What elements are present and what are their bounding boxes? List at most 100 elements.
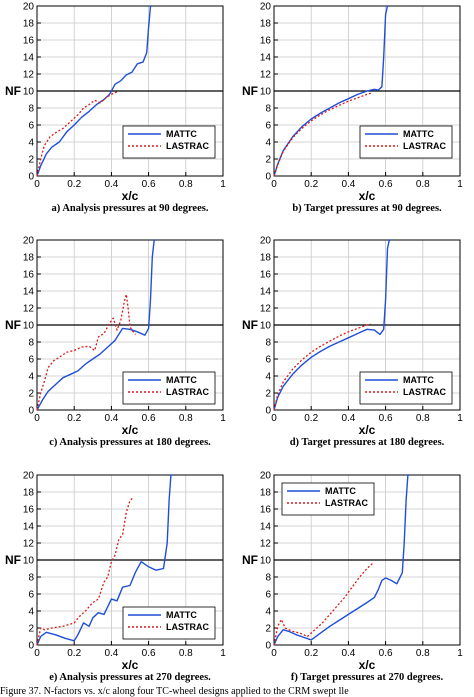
x-tick-label: 1 [220,413,226,424]
y-tick-label: 6 [265,355,271,366]
series-line-lastrac [273,323,371,411]
legend-box [281,482,375,516]
x-tick-label: 1 [220,648,226,659]
y-axis-label: NF [5,318,21,332]
series-line-mattc [273,5,390,177]
y-axis-label: NF [242,84,258,98]
y-tick-label: 12 [23,539,35,550]
x-tick-label: 0.6 [379,179,393,190]
y-tick-label: 16 [23,505,35,516]
legend-label-lastrac: LASTRAC [166,141,209,151]
legend-label-lastrac: LASTRAC [325,498,368,508]
chart-panel-b: 0 0.2 0.4 0.6 0.8 102468101214161820x/cNFMATT… [242,2,463,215]
x-tick-label: 0.8 [179,648,193,659]
y-tick-label: 6 [265,590,271,601]
y-tick-label: 0 [28,641,34,652]
legend-box [122,125,216,159]
legend-box [122,371,216,405]
x-tick-label: 0.6 [142,179,156,190]
y-tick-label: 2 [265,624,271,635]
legend-label-mattc: MATTC [403,375,434,385]
legend-label-mattc: MATTC [166,129,197,139]
y-tick-label: 14 [260,287,272,298]
chart-panel-e: 0 0.2 0.4 0.6 0.8 102468101214161820x/cNFMATT… [5,471,226,684]
series-line-lastrac [273,562,374,646]
series-line-mattc [273,239,392,411]
x-tick-label: 0.6 [379,648,393,659]
x-axis-label: x/c [359,658,376,672]
legend: MATTC LASTRAC [281,482,375,516]
x-tick-label: 0 [34,179,40,190]
x-axis-label: x/c [359,189,376,203]
series-line-lastrac [36,91,118,177]
series-line-lastrac [273,92,373,177]
y-tick-label: 20 [260,471,272,482]
y-tick-label: 12 [23,304,35,315]
y-tick-label: 18 [260,19,272,30]
y-tick-label: 8 [265,104,271,115]
y-tick-label: 0 [28,406,34,417]
y-tick-label: 12 [260,539,272,550]
y-tick-label: 18 [23,253,35,264]
x-tick-label: 0.6 [142,648,156,659]
x-tick-label: 0 [34,648,40,659]
series-line-mattc [36,474,173,646]
series-line-mattc [273,474,410,646]
y-axis-label: NF [242,318,258,332]
panel-caption: c) Analysis pressures at 180 degrees. [49,437,211,448]
y-tick-label: 8 [28,104,34,115]
legend-label-lastrac: LASTRAC [403,141,446,151]
legend-box [359,371,453,405]
legend-label-lastrac: LASTRAC [166,622,209,632]
panel-caption: f) Target pressures at 270 degrees. [291,672,444,683]
x-tick-label: 0.2 [67,179,81,190]
y-tick-label: 18 [260,253,272,264]
y-tick-label: 2 [265,155,271,166]
chart-panel-f: 0 0.2 0.4 0.6 0.8 102468101214161820x/cNFMATT… [242,471,463,684]
x-tick-label: 0 [271,179,277,190]
y-tick-label: 10 [260,556,272,567]
chart-panels: 0 0.2 0.4 0.6 0.8 102468101214161820x/cNFMATT… [5,2,463,684]
y-tick-label: 0 [265,172,271,183]
y-tick-label: 18 [260,488,272,499]
y-tick-label: 2 [28,624,34,635]
x-tick-label: 0 [271,413,277,424]
panel-caption: d) Target pressures at 180 degrees. [290,437,445,448]
y-tick-label: 16 [260,505,272,516]
y-tick-label: 8 [265,573,271,584]
y-tick-label: 18 [23,488,35,499]
y-tick-label: 16 [23,270,35,281]
y-tick-label: 2 [28,155,34,166]
series-line-lastrac [36,496,135,646]
legend: MATTC LASTRAC [359,371,453,405]
x-tick-label: 0.8 [416,179,430,190]
x-tick-label: 0.2 [304,179,318,190]
chart-panel-d: 0 0.2 0.4 0.6 0.8 102468101214161820x/cNFMATT… [242,236,463,449]
y-axis-label: NF [5,84,21,98]
x-tick-label: 0.2 [67,648,81,659]
legend: MATTC LASTRAC [122,371,216,405]
y-tick-label: 10 [23,321,35,332]
y-tick-label: 0 [265,406,271,417]
y-tick-label: 6 [28,355,34,366]
chart-panel-c: 0 0.2 0.4 0.6 0.8 102468101214161820x/cNFMATT… [5,236,226,449]
legend-label-mattc: MATTC [166,375,197,385]
y-tick-label: 20 [260,2,272,13]
y-tick-label: 20 [23,236,35,247]
y-tick-label: 10 [260,87,272,98]
y-tick-label: 4 [265,607,271,618]
x-tick-label: 0 [34,413,40,424]
y-tick-label: 2 [28,389,34,400]
y-tick-label: 4 [28,138,34,149]
x-tick-label: 0.6 [379,413,393,424]
y-tick-label: 2 [265,389,271,400]
figure-caption: Figure 37. N-factors vs. x/c along four … [0,686,349,697]
x-tick-label: 0.6 [142,413,156,424]
y-tick-label: 12 [23,70,35,81]
y-tick-label: 14 [23,522,35,533]
legend-label-lastrac: LASTRAC [166,387,209,397]
y-tick-label: 14 [260,53,272,64]
panel-caption: b) Target pressures at 90 degrees. [292,203,442,214]
x-tick-label: 0.8 [416,648,430,659]
